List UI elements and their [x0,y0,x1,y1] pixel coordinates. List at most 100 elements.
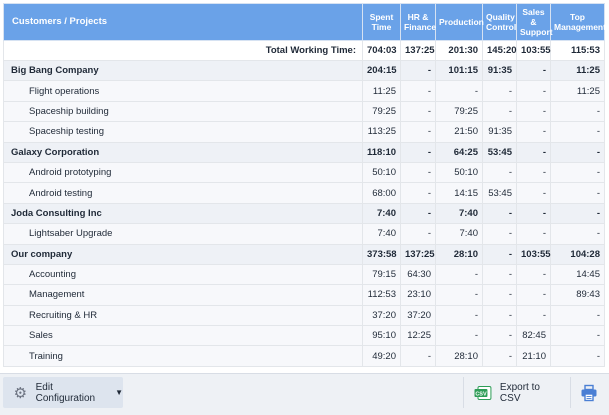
time-cell: - [482,80,517,102]
project-row: Spaceship building 79:25-79:25- - - [3,100,605,123]
time-cell: - [516,100,551,123]
time-cell: 113:25 [362,121,401,143]
time-cell: 79:25 [435,100,483,123]
total-label: Total Working Time: [3,40,363,61]
time-cell: 95:10 [362,325,401,347]
time-cell: - [550,161,605,184]
time-cell: - [482,325,517,347]
project-name: Spaceship testing [3,121,363,143]
time-cell: - [482,345,517,367]
project-name: Flight operations [3,80,363,102]
time-cell: 28:10 [435,243,483,265]
time-cell: - [550,182,605,204]
caret-down-icon: ▼ [115,388,123,397]
customer-name: Galaxy Corporation [3,141,363,163]
time-cell: - [550,325,605,347]
edit-configuration-button[interactable]: ⚙ Edit Configuration ▼ [3,377,123,408]
project-name: Training [3,345,363,367]
project-name: Spaceship building [3,100,363,123]
header-customers-projects[interactable]: Customers / Projects [3,3,363,41]
time-cell: - [435,263,483,286]
time-cell: 91:35 [482,121,517,143]
gear-icon: ⚙ [13,384,28,402]
time-cell: 112:53 [362,284,401,306]
total-cell: 115:53 [550,40,605,61]
time-cell: - [482,243,517,265]
time-cell: 50:10 [435,161,483,184]
project-name: Lightsaber Upgrade [3,223,363,245]
time-cell: 14:15 [435,182,483,204]
project-row: Training 49:20-28:10-21:10- [3,345,605,367]
time-cell: - [400,141,436,163]
time-cell: - [482,202,517,225]
time-cell: - [550,345,605,367]
time-cell: - [482,161,517,184]
project-name: Android prototyping [3,161,363,184]
export-csv-button[interactable]: CSV Export to CSV [463,377,563,408]
header-production[interactable]: Production [435,3,484,41]
customer-row: Our company 373:58 137:25 28:10-103:55 104:2… [3,243,605,265]
time-cell: 7:40 [435,223,483,245]
report-table: Customers / Projects Spent Time HR & Fin… [3,3,606,367]
print-button[interactable] [570,377,607,408]
time-cell: - [400,80,436,102]
header-quality-line1: Quality [486,12,515,22]
bottom-toolbar: ⚙ Edit Configuration ▼ CSV Export to CSV [0,373,609,415]
time-cell: 28:10 [435,345,483,367]
time-cell: 68:00 [362,182,401,204]
time-cell: - [550,121,605,143]
time-cell: - [400,202,436,225]
svg-text:CSV: CSV [475,391,487,397]
project-name: Android testing [3,182,363,204]
time-cell: 79:25 [362,100,401,123]
time-cell: - [516,223,551,245]
time-cell: - [482,223,517,245]
time-cell: - [516,263,551,286]
header-hr-finance[interactable]: HR & Finance [400,3,437,41]
time-cell: 91:35 [482,59,517,82]
time-cell: 21:10 [516,345,551,367]
time-cell: - [516,141,551,163]
header-spent-time[interactable]: Spent Time [362,3,401,41]
header-quality-control[interactable]: Quality Control [482,3,517,41]
time-cell: 11:25 [362,80,401,102]
header-hr-line2: Finance [404,22,437,32]
header-top-management[interactable]: Top Management [550,3,606,41]
time-cell: 11:25 [550,80,605,102]
time-cell: - [482,304,517,327]
time-cell: 101:15 [435,59,483,82]
csv-file-icon: CSV [474,385,492,400]
time-cell: - [516,304,551,327]
total-cell: 704:03 [362,40,401,61]
project-row: Management 112:53 23:10- - -89:43 [3,284,605,306]
printer-icon [581,384,597,401]
project-row: Accounting 79:15 64:30- - -14:45 [3,263,605,286]
time-cell: - [400,223,436,245]
time-cell: - [435,304,483,327]
time-cell: 11:25 [550,59,605,82]
time-cell: 64:25 [435,141,483,163]
time-cell: 118:10 [362,141,401,163]
total-row: Total Working Time: 704:03 137:25 201:30… [3,40,605,61]
time-cell: - [400,161,436,184]
time-cell: - [550,304,605,327]
project-row: Lightsaber Upgrade 7:40-7:40- - - [3,223,605,245]
time-cell: - [516,59,551,82]
time-cell: 204:15 [362,59,401,82]
time-cell: - [516,182,551,204]
customer-row: Joda Consulting Inc 7:40-7:40- - - [3,202,605,225]
header-production-line1: Production [439,17,484,27]
header-top-line1: Top [570,12,585,22]
report-body: Total Working Time: 704:03 137:25 201:30… [3,40,605,367]
time-cell: - [482,263,517,286]
header-sales-support[interactable]: Sales & Support [516,3,553,41]
project-name: Management [3,284,363,306]
header-spent-line1: Spent [369,12,394,22]
time-cell: 49:20 [362,345,401,367]
total-cell: 145:20 [482,40,517,61]
time-cell: 79:15 [362,263,401,286]
customer-row: Big Bang Company 204:15-101:15 91:35-11:25 [3,59,605,82]
time-cell: - [482,284,517,306]
time-cell: 82:45 [516,325,551,347]
project-row: Flight operations 11:25- - - -11:25 [3,80,605,102]
